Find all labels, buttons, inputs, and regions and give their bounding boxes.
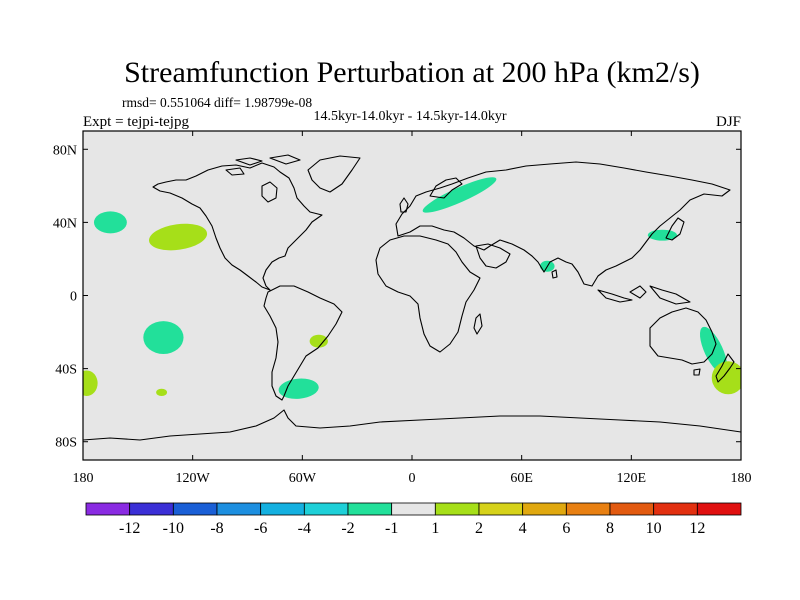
lat-tick-label: 0 xyxy=(70,290,77,305)
colorbar-label: -4 xyxy=(298,520,311,537)
lat-tick-label: 40S xyxy=(55,363,77,378)
coast-africa xyxy=(375,235,481,353)
lon-tick-label: 0 xyxy=(409,471,416,486)
anomaly-ne-pacific-pos xyxy=(149,223,208,251)
colorbar-label: 1 xyxy=(431,520,439,537)
coast-indonesia xyxy=(597,285,691,305)
lat-axis: 80N 40N 0 40S 80S xyxy=(53,143,741,451)
anomaly-europe-neg xyxy=(422,177,497,213)
colorbar-swatch xyxy=(653,502,698,516)
coast-greenland xyxy=(307,155,361,193)
colorbar-label: 4 xyxy=(519,520,527,537)
coast-arctic-islands xyxy=(225,154,301,176)
colorbar-swatch xyxy=(303,502,349,516)
colorbar-label: 8 xyxy=(606,520,614,537)
chart-title: Streamfunction Perturbation at 200 hPa (… xyxy=(124,56,700,89)
colorbar-swatch xyxy=(565,502,611,516)
colorbar-label: 10 xyxy=(646,520,662,537)
colorbar-label: -6 xyxy=(254,520,267,537)
colorbar-swatch xyxy=(129,502,174,516)
colorbar-swatch xyxy=(391,502,436,516)
coast-north-america xyxy=(152,162,323,291)
colorbar-swatch xyxy=(260,502,305,516)
colorbar: -12 -10 -8 -6 -4 -2 -1 1 2 4 6 8 10 12 xyxy=(85,502,742,537)
lon-tick-label: 60W xyxy=(289,471,317,486)
colorbar-swatch xyxy=(522,502,567,516)
colorbar-label: 2 xyxy=(475,520,483,537)
coast-sri-lanka xyxy=(551,269,558,279)
anomaly-s-pacific-small-pos xyxy=(156,388,168,397)
coast-arabia xyxy=(475,243,511,269)
colorbar-label: -12 xyxy=(119,520,140,537)
coast-japan xyxy=(665,217,685,241)
coast-south-america xyxy=(263,285,343,401)
coastlines xyxy=(83,154,741,441)
colorbar-swatch xyxy=(172,502,218,516)
experiment-label: Expt = tejpi-tejpg xyxy=(83,114,189,130)
lon-axis: 180 120W 60W 0 60E 120E 180 xyxy=(73,131,752,486)
map-panel: 180 120W 60W 0 60E 120E 180 80N 40N 0 40S 80S xyxy=(53,130,752,486)
colorbar-swatch xyxy=(347,502,393,516)
lon-tick-label: 120E xyxy=(617,471,647,486)
map-background xyxy=(83,131,741,460)
lon-tick-label: 120W xyxy=(176,471,211,486)
lon-tick-label: 180 xyxy=(73,471,94,486)
coast-tasmania xyxy=(693,368,701,376)
colorbar-swatch xyxy=(216,502,262,516)
stats-label: rmsd= 0.551064 diff= 1.98799e-08 xyxy=(122,95,312,110)
coast-eurasia xyxy=(395,161,731,287)
lat-tick-label: 80S xyxy=(55,436,77,451)
anomaly-n-pacific-neg xyxy=(93,211,127,234)
colorbar-swatch xyxy=(696,502,742,516)
anomaly-s-atlantic-pos xyxy=(309,334,328,348)
coast-uk xyxy=(399,197,409,213)
coast-scandinavia xyxy=(429,177,463,199)
colorbar-label: -2 xyxy=(341,520,354,537)
lat-tick-label: 40N xyxy=(53,216,77,231)
lon-tick-label: 60E xyxy=(510,471,533,486)
coast-new-zealand xyxy=(715,353,735,383)
coast-hudson-bay xyxy=(261,181,278,203)
colorbar-swatch xyxy=(85,502,131,516)
colorbar-label: 6 xyxy=(562,520,570,537)
anomaly-dateline-west-pos xyxy=(83,370,98,397)
colorbar-label: -8 xyxy=(210,520,223,537)
colorbar-label: 12 xyxy=(689,520,705,537)
subtitle-label: 14.5kyr-14.0kyr - 14.5kyr-14.0kyr xyxy=(313,109,506,124)
coast-antarctica xyxy=(83,409,741,441)
colorbar-swatch xyxy=(434,502,480,516)
colorbar-label: -10 xyxy=(163,520,184,537)
anomaly-patagonia-neg xyxy=(278,378,319,399)
colorbar-swatch xyxy=(478,502,524,516)
anomaly-se-pacific-neg xyxy=(143,321,184,354)
colorbar-label: -1 xyxy=(385,520,398,537)
anomaly-layer xyxy=(83,177,741,399)
season-label: DJF xyxy=(716,114,741,130)
anomaly-japan-neg xyxy=(647,229,678,241)
lon-tick-label: 180 xyxy=(731,471,752,486)
lat-tick-label: 80N xyxy=(53,143,77,158)
coast-madagascar xyxy=(473,313,483,335)
colorbar-swatch xyxy=(609,502,655,516)
coast-australia xyxy=(649,307,717,365)
anomaly-nz-pos xyxy=(711,361,741,395)
